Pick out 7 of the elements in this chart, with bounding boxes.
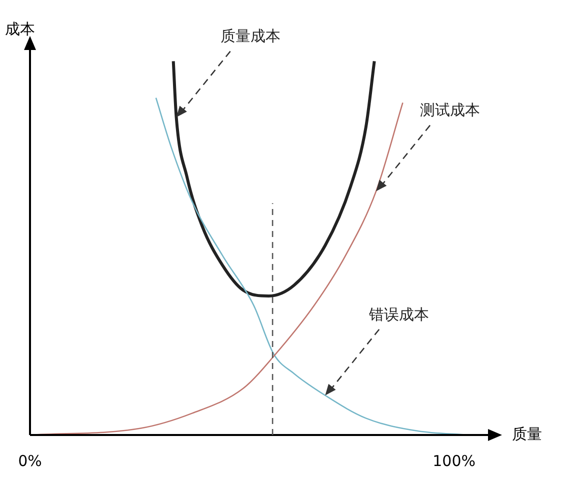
x-tick-label: 100% (432, 452, 476, 470)
annotation: 错误成本 (368, 305, 430, 324)
y-axis-title: 成本 (5, 20, 35, 38)
x-tick-label: 0% (18, 452, 42, 470)
annotation: 质量成本 (220, 27, 280, 46)
annotation: 测试成本 (420, 101, 480, 120)
x-axis-title: 质量 (512, 424, 542, 443)
